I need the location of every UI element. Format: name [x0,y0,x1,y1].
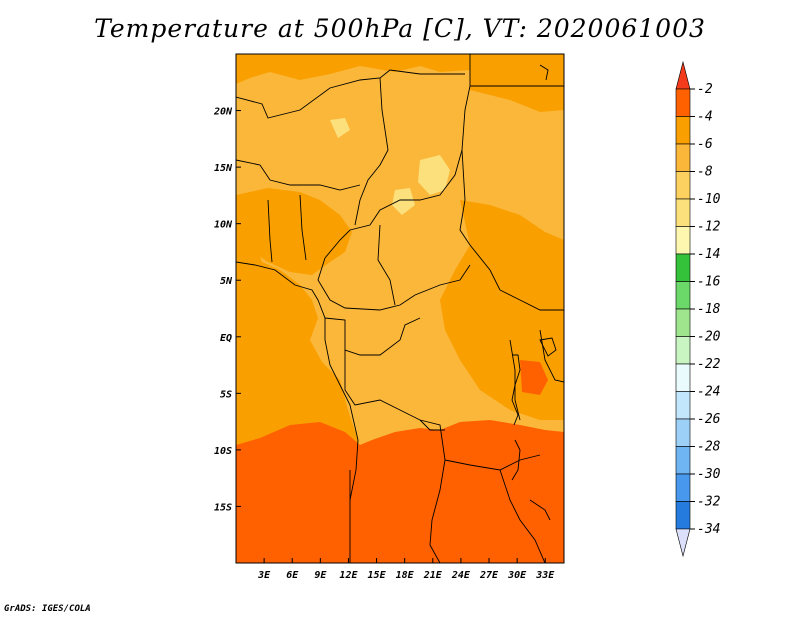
colorbar-bottom-arrow [675,528,691,558]
colorbar-label: -4 [697,110,713,125]
colorbar-band [675,116,691,145]
y-tick-label: 10N [214,220,233,231]
band-m8-m10-a [418,155,450,195]
colorbar-label: -28 [697,440,721,455]
colorbar-band [675,226,691,255]
band-m4-m6-nw [236,188,352,275]
x-tick-label: 33E [535,570,555,581]
colorbar-label: -34 [697,522,720,537]
x-tick-label: 9E [314,570,327,581]
colorbar-label: -20 [697,330,721,345]
colorbar-label: -30 [697,467,721,482]
colorbar-label: -12 [697,220,721,235]
colorbar-label: -16 [697,275,721,290]
y-tick-label: 10S [214,446,232,457]
colorbar-band [675,143,691,172]
colorbar-label: -18 [697,302,721,317]
colorbar-band [675,88,691,117]
x-tick-label: 6E [286,570,299,581]
band-m2-m4-south [236,420,564,563]
colorbar-band [675,446,691,475]
x-tick-label: 21E [423,570,443,581]
chart-title: Temperature at 500hPa [C], VT: 202006100… [94,14,706,43]
colorbar-label: -10 [697,192,721,207]
colorbar-band [675,473,691,502]
grads-credit: GrADS: IGES/COLA [4,604,91,614]
y-tick-label: 15S [214,502,232,513]
band-m4-m6-ne [470,54,564,112]
colorbar-band [675,198,691,227]
colorbar-band [675,418,691,447]
x-tick-label: 15E [368,570,387,581]
colorbar-label: -22 [697,357,721,372]
colorbar-label: -32 [697,495,721,510]
x-tick-label: 27E [479,570,499,581]
x-tick-label: 30E [507,570,527,581]
x-tick-label: 12E [339,570,358,581]
band-m8-m10-b [392,188,415,215]
x-axis: 3E 6E 9E 12E 15E 18E 21E 24E 27E 30E 33E [257,558,555,581]
y-tick-label: 5N [220,276,233,287]
band-m8-m10-c [330,118,350,138]
y-tick-label: EQ [220,333,232,344]
band-m4-m6-north [236,54,480,84]
band-m2-m4-lake [520,360,548,395]
y-tick-label: 5S [220,389,232,400]
x-tick-label: 3E [257,570,271,581]
y-axis: 20N 15N 10N 5N EQ 5S 10S 15S [213,107,241,513]
colorbar-band [675,171,691,200]
colorbar-label: -14 [697,247,720,262]
y-tick-label: 20N [213,107,233,118]
colorbar-label: -8 [697,165,713,180]
colorbar-band [675,253,691,282]
colorbar-top-arrow [675,60,691,90]
colorbar-label: -26 [697,412,721,427]
colorbar: -2 -4 -6 -8 -10 -12 -14 -16 -18 -20 -22 -24 -26 -28 -3… [675,60,721,558]
map-frame [235,53,565,564]
colorbar-band [675,281,691,310]
colorbar-label: -2 [697,82,713,97]
colorbar-label: -24 [697,385,720,400]
colorbar-label: -6 [697,137,713,152]
temperature-field [236,54,564,563]
x-tick-label: 24E [451,570,471,581]
colorbar-band [675,363,691,392]
colorbar-band [675,501,691,530]
country-borders [236,54,564,563]
y-tick-label: 15N [214,163,233,174]
x-tick-label: 18E [396,570,415,581]
colorbar-band [675,391,691,420]
colorbar-band [675,336,691,365]
colorbar-band [675,308,691,337]
